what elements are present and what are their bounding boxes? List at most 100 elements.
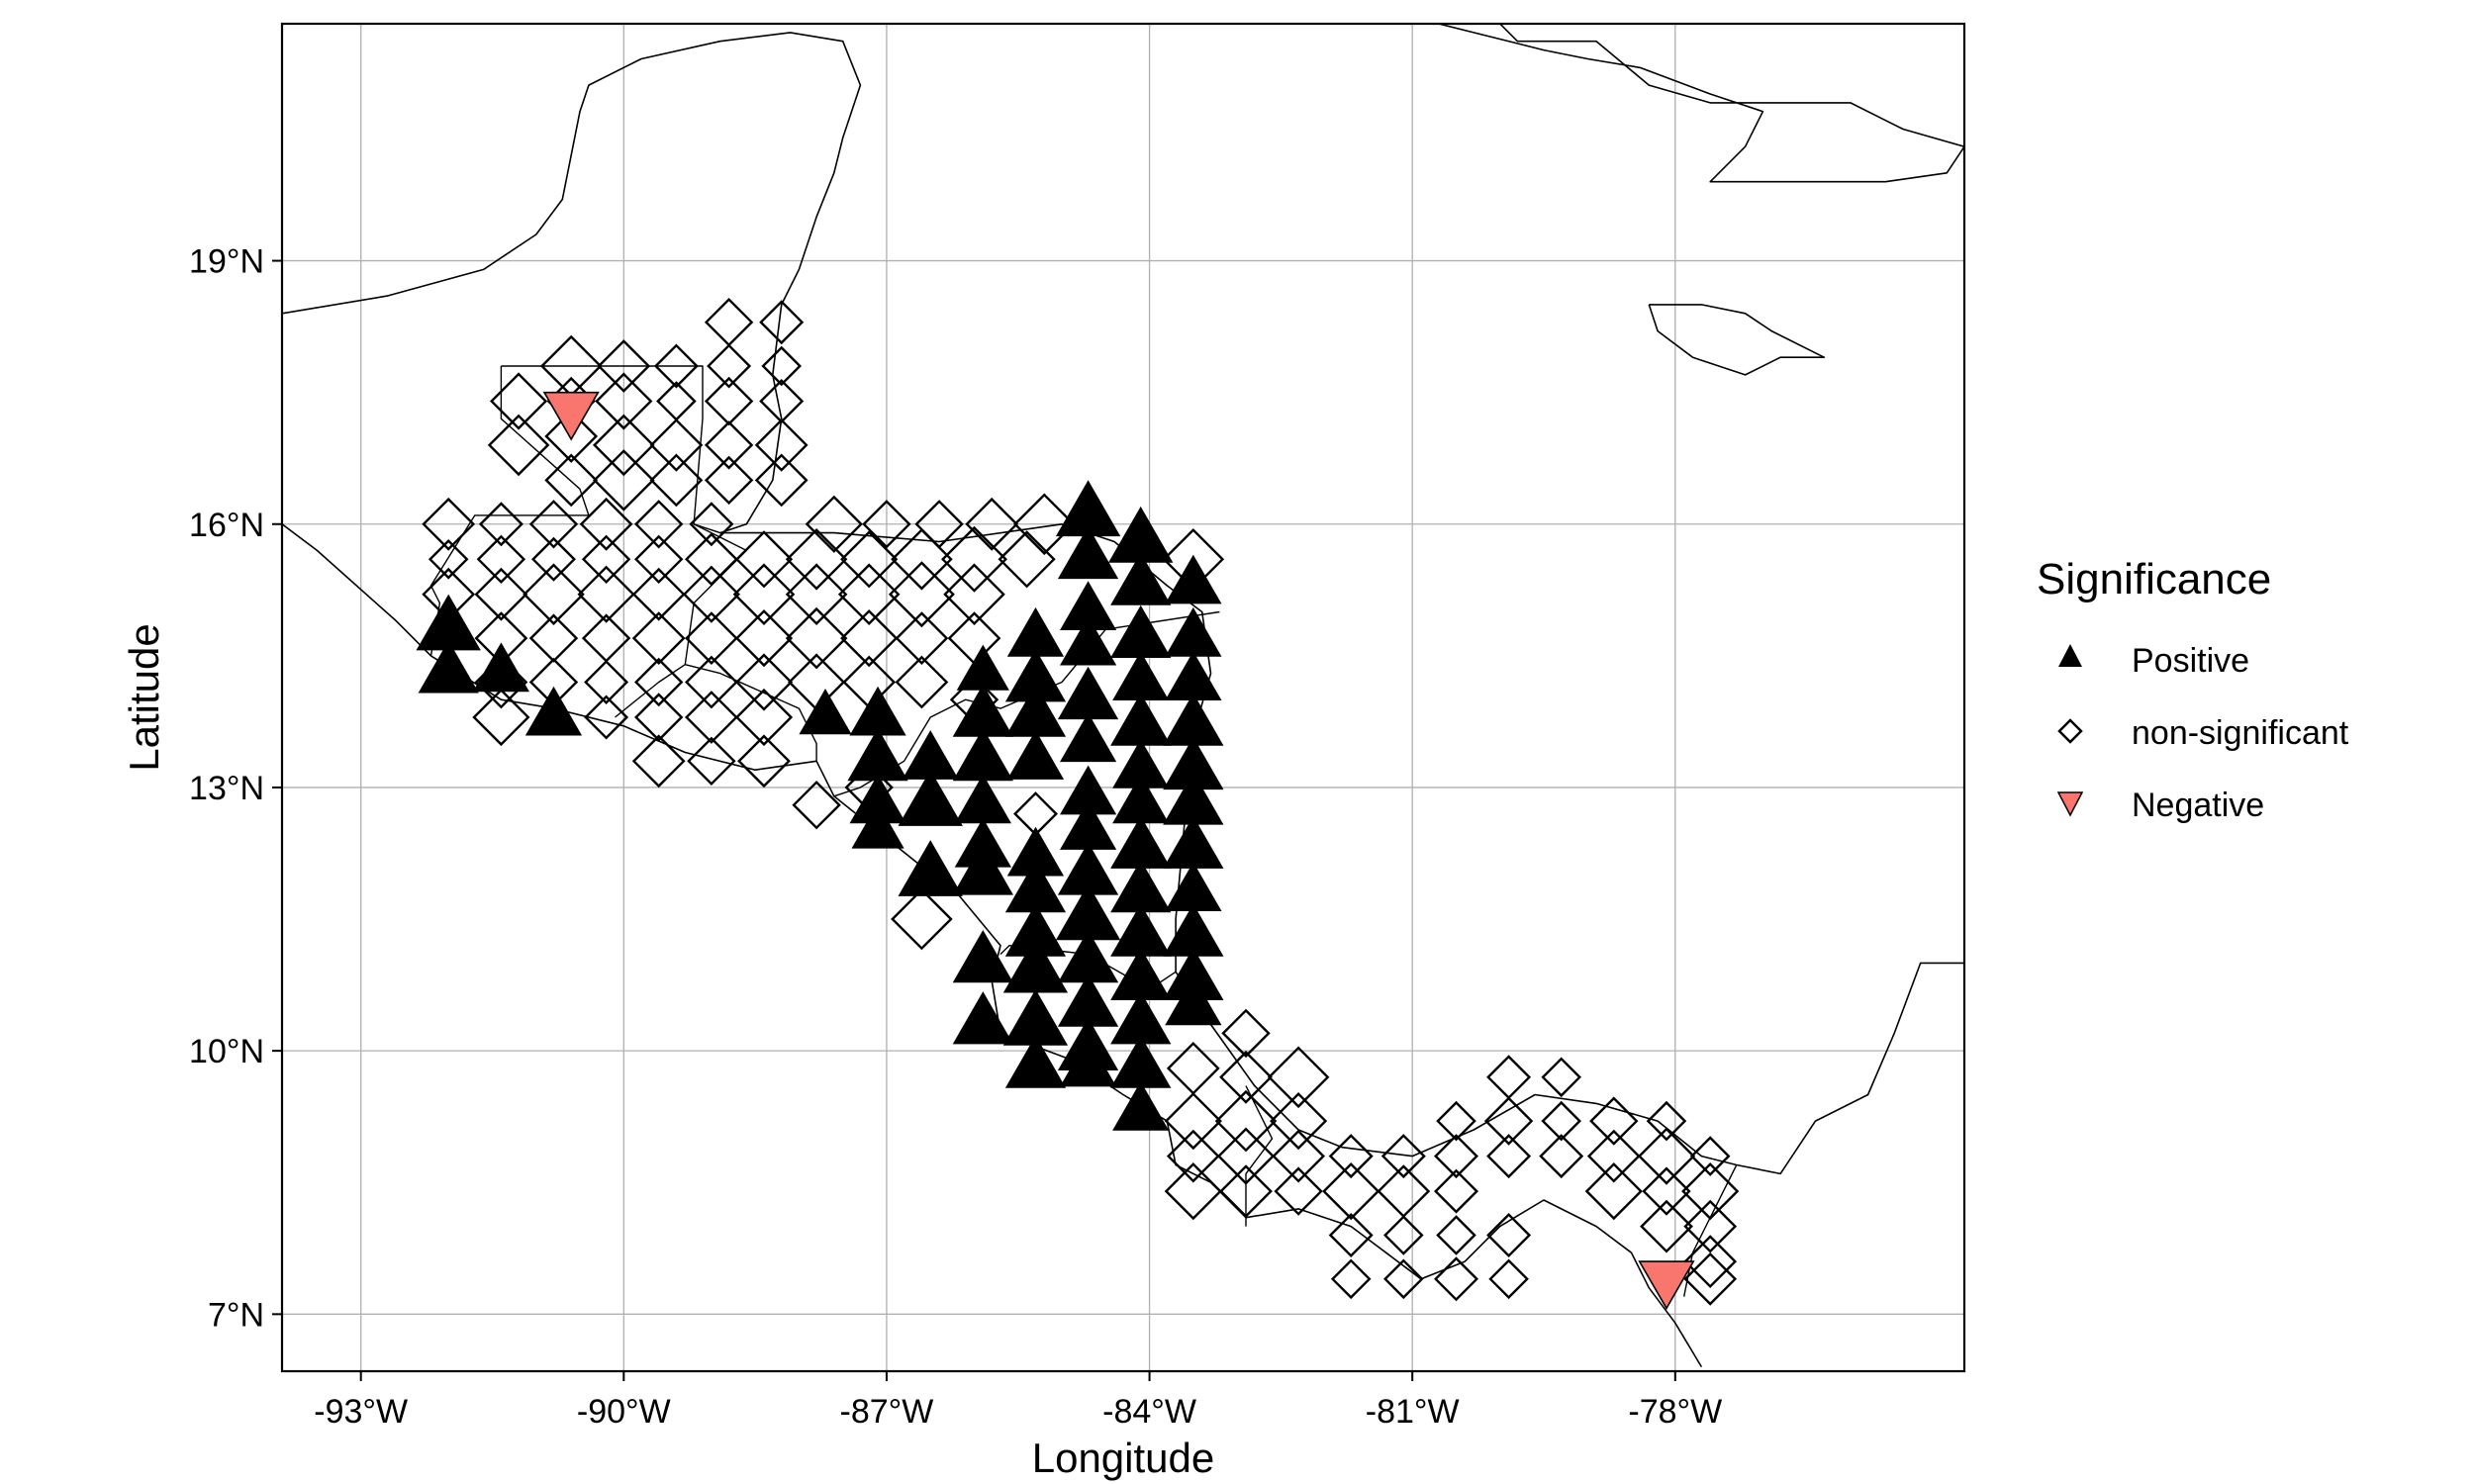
coastline [1070,24,1964,183]
point-non-significant [734,688,794,747]
point-non-significant [1488,1258,1529,1300]
point-non-significant [685,691,738,744]
point-non-significant [1486,1213,1532,1257]
point-non-significant [837,563,901,625]
point-non-significant [1436,1100,1476,1142]
point-non-significant [1164,1162,1222,1221]
point-non-significant [891,528,953,591]
country-border [429,366,590,657]
point-non-significant [1486,1055,1532,1100]
point-non-significant [1689,1136,1731,1176]
point-positive [898,770,963,826]
x-tick-label: -84°W [1102,1393,1196,1431]
point-non-significant [1164,1092,1222,1151]
legend: Significance Positive non-significant Ne… [2037,555,2349,824]
point-non-significant [1166,1129,1220,1183]
point-positive [952,991,1013,1045]
point-non-significant [1681,1162,1740,1221]
point-non-significant [634,500,684,549]
y-tick-label: 7°N [208,1296,264,1334]
point-positive [851,802,904,849]
point-non-significant [1541,1057,1581,1098]
legend-label-positive: Positive [2132,642,2249,680]
legend-label-negative: Negative [2132,787,2264,824]
point-non-significant [1328,1213,1374,1257]
point-positive [1112,1080,1170,1131]
gridlines [282,24,1964,1371]
point-non-significant [581,534,631,584]
point-non-significant [1380,1134,1426,1179]
panel-border [280,22,1966,1373]
point-non-significant [1328,1134,1374,1179]
point-non-significant [531,536,576,582]
point-non-significant [1383,1215,1424,1255]
y-tick-label: 10°N [189,1033,264,1070]
point-non-significant [1589,1096,1639,1146]
point-non-significant [584,695,629,740]
point-non-significant [474,567,528,621]
legend-title: Significance [2037,555,2271,603]
point-non-significant [634,657,684,707]
point-non-significant [840,530,899,589]
y-axis: 7°N 10°N 13°N 16°N 19°N [189,243,282,1334]
point-non-significant [1640,1199,1693,1253]
point-non-significant [704,455,754,506]
point-non-significant [685,655,738,709]
point-non-significant [754,418,809,472]
point-non-significant [476,534,526,584]
point-non-significant [1683,1235,1738,1288]
point-non-significant [649,418,704,472]
point-non-significant [1214,1089,1278,1153]
point-negative [1638,1260,1695,1311]
point-non-significant [1383,1258,1424,1300]
legend-key-positive [2058,644,2082,667]
point-non-significant [895,655,949,709]
point-non-significant [1330,1258,1372,1300]
point-non-significant [1483,1096,1534,1146]
point-positive [472,642,529,693]
point-non-significant [478,502,523,547]
x-axis: -93°W -90°W -87°W -84°W -81°W -78°W [314,1371,1722,1431]
point-non-significant [759,300,805,345]
legend-entry-positive: Positive [2058,642,2249,680]
y-tick-label: 19°N [189,243,264,281]
legend-label-non-significant: non-significant [2132,714,2349,752]
point-non-significant [687,736,736,786]
point-non-significant [1486,1134,1532,1179]
point-positive [1004,1035,1067,1088]
point-non-significant [785,528,848,591]
point-non-significant [1322,1162,1380,1221]
point-non-significant [649,453,704,508]
country-border [1245,1085,1274,1227]
point-non-significant [734,530,794,589]
point-non-significant [1219,1164,1273,1218]
point-positive [1165,975,1222,1026]
point-non-significant [1013,493,1076,556]
point-non-significant [1683,1199,1738,1253]
point-non-significant [785,563,848,625]
point-non-significant [1274,1166,1323,1216]
point-positive [1060,1037,1117,1087]
coastline [1648,304,1826,376]
point-non-significant [682,565,740,623]
x-tick-label: -93°W [314,1393,408,1431]
point-non-significant [685,532,738,587]
point-non-significant [785,606,848,670]
point-non-significant [754,453,809,508]
point-positive [418,640,479,694]
point-non-significant [732,563,796,625]
point-non-significant [1586,1129,1641,1183]
point-non-significant [422,497,476,551]
point-non-significant [862,500,911,549]
point-non-significant [685,611,738,665]
point-non-significant [707,343,752,389]
point-positive [952,929,1013,983]
point-non-significant [528,500,579,549]
point-non-significant [761,345,802,387]
point-non-significant [428,539,469,580]
point-non-significant [577,565,635,623]
point-non-significant [1216,1127,1276,1185]
country-border [685,664,817,762]
point-positive [524,686,583,736]
point-non-significant [490,372,548,430]
